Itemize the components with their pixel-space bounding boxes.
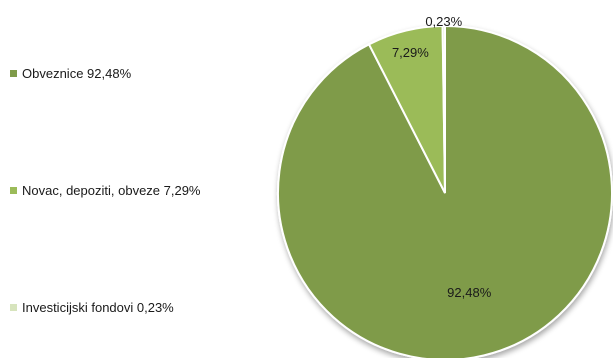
legend-label-novac: Novac, depoziti, obveze 7,29% xyxy=(22,183,201,198)
legend-swatch-fondovi xyxy=(10,304,17,311)
legend-label-fondovi: Investicijski fondovi 0,23% xyxy=(22,300,174,315)
legend-label-obveznice: Obveznice 92,48% xyxy=(22,66,132,81)
pie-slice-obveznice xyxy=(277,24,613,358)
legend-swatch-novac xyxy=(10,187,17,194)
legend-item-obveznice: Obveznice 92,48% xyxy=(10,66,131,81)
legend-swatch-obveznice xyxy=(10,70,17,77)
legend-item-fondovi: Investicijski fondovi 0,23% xyxy=(10,300,174,315)
data-label-obveznice: 92,48% xyxy=(447,285,492,300)
pie-data-labels: 92,48% 7,29% 0,23% xyxy=(392,14,492,300)
data-label-fondovi: 0,23% xyxy=(425,14,462,29)
pie-slices xyxy=(277,24,613,358)
data-label-novac: 7,29% xyxy=(392,45,429,60)
legend-item-novac: Novac, depoziti, obveze 7,29% xyxy=(10,183,201,198)
pie-slice-fondovi xyxy=(441,24,446,194)
chart-legend: Obveznice 92,48% Novac, depoziti, obveze… xyxy=(10,0,270,358)
